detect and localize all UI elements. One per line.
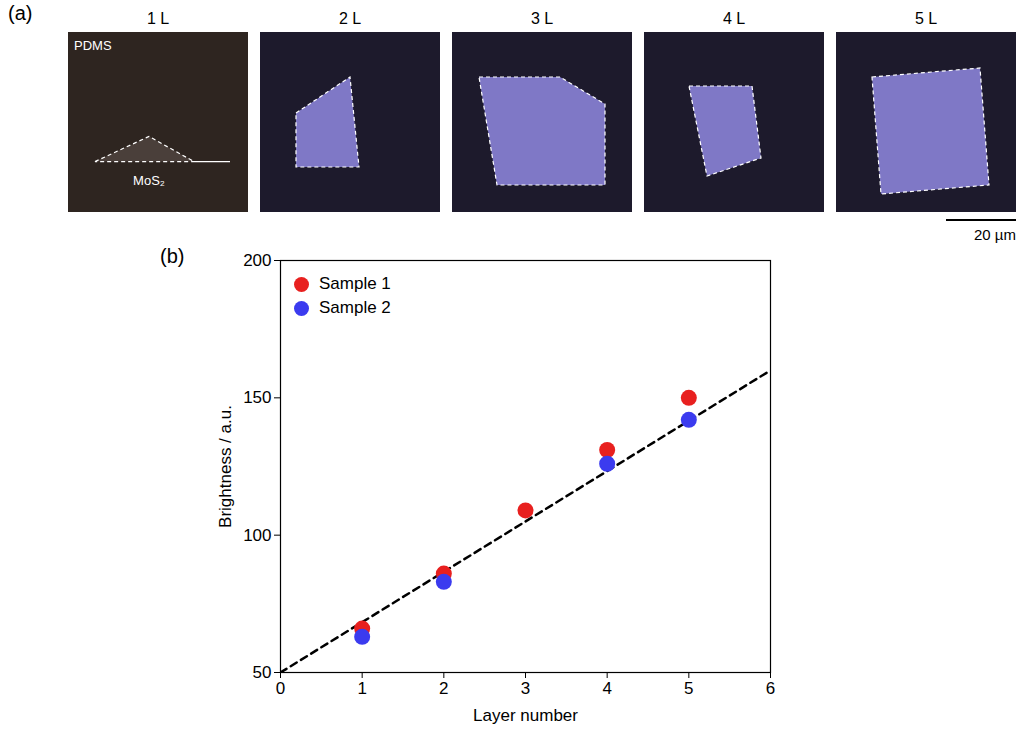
svg-text:2: 2: [439, 679, 448, 698]
svg-text:150: 150: [243, 388, 271, 407]
svg-text:Layer number: Layer number: [473, 706, 578, 725]
svg-text:50: 50: [253, 663, 272, 682]
svg-text:20 µm: 20 µm: [974, 226, 1016, 243]
svg-text:5: 5: [684, 679, 693, 698]
html-text:Sample 1: Sample 1: [319, 274, 391, 293]
svg-text:1: 1: [357, 679, 366, 698]
svg-text:1 L: 1 L: [147, 10, 169, 27]
svg-text:200: 200: [243, 251, 271, 270]
html-text:(b): (b): [160, 245, 185, 267]
svg-text:4: 4: [602, 679, 611, 698]
svg-text:3: 3: [521, 679, 530, 698]
svg-text:MoS₂: MoS₂: [133, 173, 165, 188]
svg-text:(a): (a): [8, 2, 32, 24]
svg-text:6: 6: [766, 679, 775, 698]
svg-text:PDMS: PDMS: [74, 38, 112, 53]
svg-text:3 L: 3 L: [531, 10, 553, 27]
svg-text:100: 100: [243, 526, 271, 545]
svg-text:5 L: 5 L: [915, 10, 937, 27]
svg-text:Brightness / a.u.: Brightness / a.u.: [216, 405, 235, 528]
svg-text:2 L: 2 L: [339, 10, 361, 27]
svg-text:0: 0: [276, 679, 285, 698]
html-text:Sample 2: Sample 2: [319, 298, 391, 317]
svg-text:4 L: 4 L: [723, 10, 745, 27]
